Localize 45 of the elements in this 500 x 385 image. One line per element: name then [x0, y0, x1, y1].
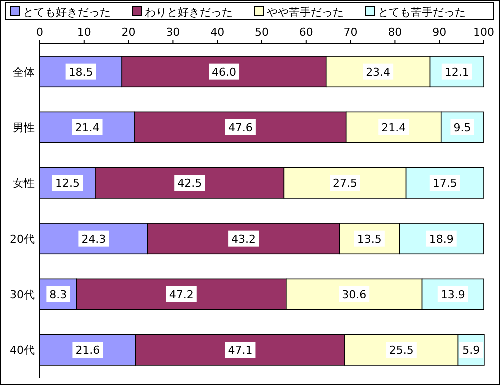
x-tick-label: 10	[77, 26, 92, 39]
x-tick-label: 40	[210, 26, 225, 39]
data-label: 21.4	[75, 122, 100, 134]
data-label: 21.4	[382, 122, 406, 134]
data-label: 30.6	[342, 288, 367, 302]
data-label: 5.9	[462, 344, 480, 358]
legend-label: とても苦手だった	[378, 6, 466, 19]
legend-label: とても好きだった	[23, 6, 111, 19]
y-tick-label: 30代	[10, 288, 35, 302]
x-tick-label: 30	[166, 26, 180, 39]
x-tick-label: 20	[122, 26, 136, 39]
y-tick-label: 40代	[10, 344, 35, 358]
data-label: 23.4	[366, 66, 391, 79]
data-label: 12.5	[56, 177, 80, 190]
x-tick-label: 0	[36, 26, 44, 39]
data-label: 25.5	[389, 344, 414, 358]
legend-label: わりと好きだった	[145, 6, 233, 19]
data-label: 24.3	[82, 232, 106, 246]
y-tick-label: 女性	[13, 177, 35, 190]
x-tick-label: 70	[344, 26, 358, 39]
x-tick-label: 80	[388, 26, 402, 39]
x-tick-label: 100	[474, 26, 494, 39]
data-label: 42.5	[178, 177, 202, 190]
y-tick-label: 全体	[13, 66, 35, 79]
x-tick-label: 60	[299, 26, 314, 39]
y-tick-label: 男性	[13, 122, 35, 134]
data-label: 47.2	[169, 288, 194, 302]
data-label: 46.0	[212, 66, 237, 79]
data-label: 47.6	[228, 122, 253, 134]
data-label: 27.5	[333, 177, 358, 190]
data-label: 17.5	[432, 177, 458, 190]
x-tick-label: 50	[255, 26, 269, 39]
data-label: 12.1	[444, 66, 470, 79]
y-tick-label: 20代	[10, 232, 35, 246]
legend-label: やや苦手だった	[267, 6, 344, 19]
data-label: 9.5	[454, 122, 472, 134]
data-label: 8.3	[50, 288, 68, 302]
data-label: 13.9	[440, 288, 466, 302]
x-tick-label: 90	[432, 26, 447, 39]
data-label: 43.2	[232, 232, 256, 246]
data-label: 18.9	[429, 232, 454, 246]
data-label: 47.1	[228, 344, 253, 358]
data-label: 18.5	[68, 66, 94, 79]
data-label: 21.6	[76, 344, 100, 358]
data-label: 13.5	[357, 232, 382, 246]
